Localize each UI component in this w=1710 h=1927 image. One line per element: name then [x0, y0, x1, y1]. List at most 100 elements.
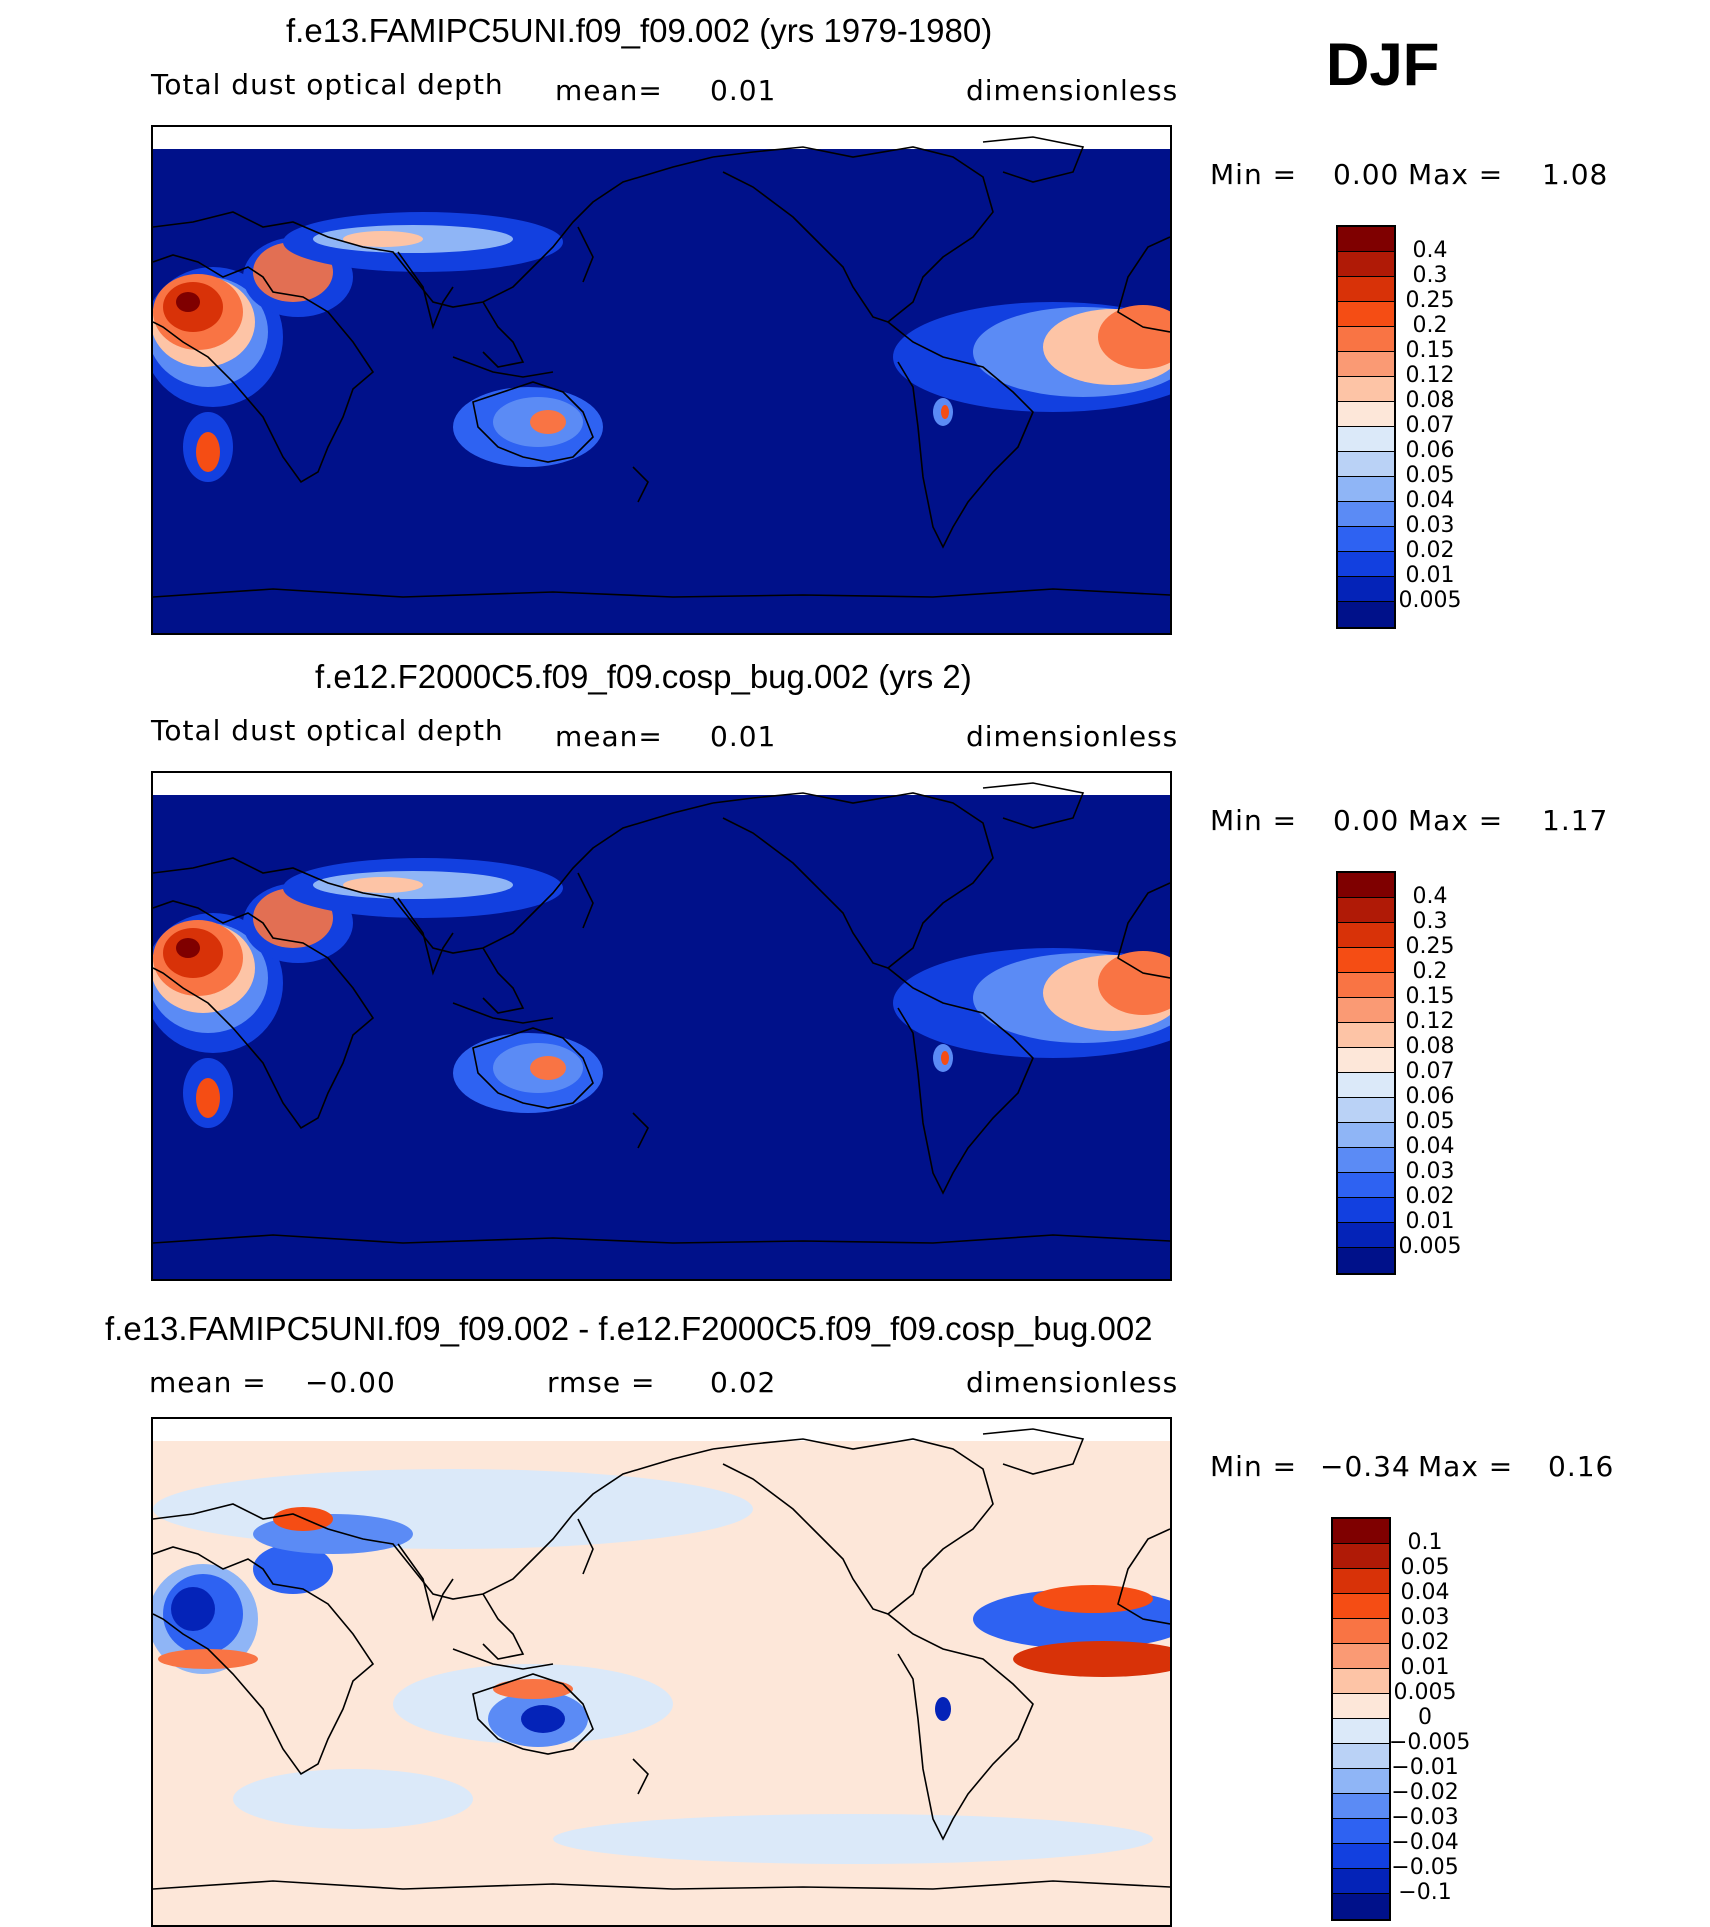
colorbar-segment	[1333, 1544, 1389, 1569]
field-layer	[153, 149, 1170, 633]
field-contour	[935, 1697, 951, 1721]
coastline	[482, 947, 525, 1014]
colorbar-tick-label: 0.04	[1400, 1580, 1450, 1605]
colorbar-segment	[1338, 527, 1394, 552]
panel3-colorbar	[1331, 1517, 1391, 1921]
panel3-title: f.e13.FAMIPC5UNI.f09_f09.002 - f.e12.F20…	[105, 1310, 1153, 1347]
coastline	[577, 226, 594, 283]
panel2-map	[151, 771, 1172, 1281]
colorbar-segment	[1333, 1794, 1389, 1819]
panel1-title: f.e13.FAMIPC5UNI.f09_f09.002 (yrs 1979-1…	[286, 12, 993, 49]
panel2-min-label: Min =	[1210, 804, 1298, 837]
field-contour	[343, 877, 423, 893]
field-contour	[176, 292, 200, 312]
field-contour	[176, 938, 200, 958]
field-contour	[941, 1051, 949, 1065]
coastline	[472, 1673, 594, 1755]
panel1-mean-label: mean=	[555, 74, 663, 107]
colorbar-tick-label: 0.03	[1405, 1159, 1455, 1184]
field-contour	[158, 1649, 258, 1669]
colorbar-segment	[1338, 948, 1394, 973]
field-contour	[553, 1814, 1153, 1864]
coastline	[482, 1593, 525, 1660]
panel2-max-label: Max =	[1408, 804, 1504, 837]
colorbar-tick-label: 0.07	[1405, 1059, 1455, 1084]
coastline	[153, 156, 714, 308]
panel2-variable-label: Total dust optical depth	[151, 714, 504, 747]
colorbar-tick-label: 0.05	[1400, 1555, 1450, 1580]
coastline	[472, 1027, 594, 1109]
panel1-max-label: Max =	[1408, 158, 1504, 191]
field-contour	[196, 1078, 220, 1118]
colorbar-segment	[1338, 427, 1394, 452]
coastline	[887, 967, 1034, 1195]
colorbar-tick-label: 0.01	[1400, 1655, 1450, 1680]
coastline	[632, 1112, 649, 1149]
panel2-mean-value: 0.01	[710, 720, 777, 753]
panel3-max-value: 0.16	[1548, 1450, 1615, 1483]
coastline	[712, 1438, 994, 1615]
colorbar-tick-label: 0.005	[1393, 1680, 1457, 1705]
colorbar-tick-label: 0.25	[1405, 934, 1455, 959]
coastline	[153, 254, 375, 484]
colorbar-tick-label: 0.12	[1405, 363, 1455, 388]
colorbar-tick-label: 0.1	[1407, 1530, 1443, 1555]
colorbar-segment	[1338, 1148, 1394, 1173]
colorbar-segment	[1333, 1694, 1389, 1719]
coastline	[632, 466, 649, 503]
field-contour	[196, 432, 220, 472]
panel2-max-value: 1.17	[1542, 804, 1609, 837]
colorbar-tick-label: 0.06	[1405, 438, 1455, 463]
coastline	[153, 1880, 1170, 1890]
coastline	[982, 1428, 1085, 1475]
coastline	[712, 146, 994, 323]
colorbar-tick-label: −0.01	[1391, 1755, 1459, 1780]
field-contour	[1098, 305, 1170, 369]
coastline	[1117, 236, 1170, 333]
colorbar-segment	[1338, 1023, 1394, 1048]
colorbar-segment	[1338, 477, 1394, 502]
colorbar-tick-label: 0.08	[1405, 1034, 1455, 1059]
colorbar-segment	[1338, 452, 1394, 477]
panel3-mean-label: mean =	[149, 1366, 267, 1399]
coastline	[452, 1002, 554, 1024]
colorbar-tick-label: 0	[1418, 1705, 1432, 1730]
field-contour	[233, 1769, 473, 1829]
colorbar-segment	[1338, 1198, 1394, 1223]
coastline	[632, 1758, 649, 1795]
panel1-max-value: 1.08	[1542, 158, 1609, 191]
panel3-units: dimensionless	[966, 1366, 1179, 1399]
colorbar-tick-label: 0.05	[1405, 1109, 1455, 1134]
coastline	[153, 1234, 1170, 1244]
colorbar-segment	[1333, 1644, 1389, 1669]
colorbar-segment	[1338, 252, 1394, 277]
panel3-rmse-value: 0.02	[710, 1366, 777, 1399]
panel3-map	[151, 1417, 1172, 1927]
coastline	[712, 792, 994, 969]
panel1-map	[151, 125, 1172, 635]
field-contour	[941, 405, 949, 419]
field-layer	[153, 795, 1170, 1279]
colorbar-tick-label: −0.02	[1391, 1780, 1459, 1805]
field-contour	[530, 410, 566, 434]
coastline	[1117, 882, 1170, 979]
panel2-title: f.e12.F2000C5.f09_f09.cosp_bug.002 (yrs …	[315, 658, 972, 695]
colorbar-segment	[1338, 577, 1394, 602]
coastline	[452, 356, 554, 378]
season-label: DJF	[1326, 31, 1440, 98]
coastlines	[153, 1428, 1170, 1890]
panel1-variable-label: Total dust optical depth	[151, 68, 504, 101]
colorbar-segment	[1338, 327, 1394, 352]
colorbar-segment	[1338, 1223, 1394, 1248]
panel1-mean-value: 0.01	[710, 74, 777, 107]
colorbar-tick-label: 0.15	[1405, 984, 1455, 1009]
colorbar-tick-label: 0.4	[1412, 238, 1448, 263]
colorbar-segment	[1333, 1569, 1389, 1594]
coastlines	[153, 136, 1170, 598]
field-contour	[253, 1544, 333, 1594]
panel3-mean-value: −0.00	[305, 1366, 396, 1399]
colorbar-tick-label: −0.04	[1391, 1830, 1459, 1855]
coastline	[1117, 1528, 1170, 1625]
coastline	[397, 251, 454, 330]
field-contour	[1033, 1585, 1153, 1613]
